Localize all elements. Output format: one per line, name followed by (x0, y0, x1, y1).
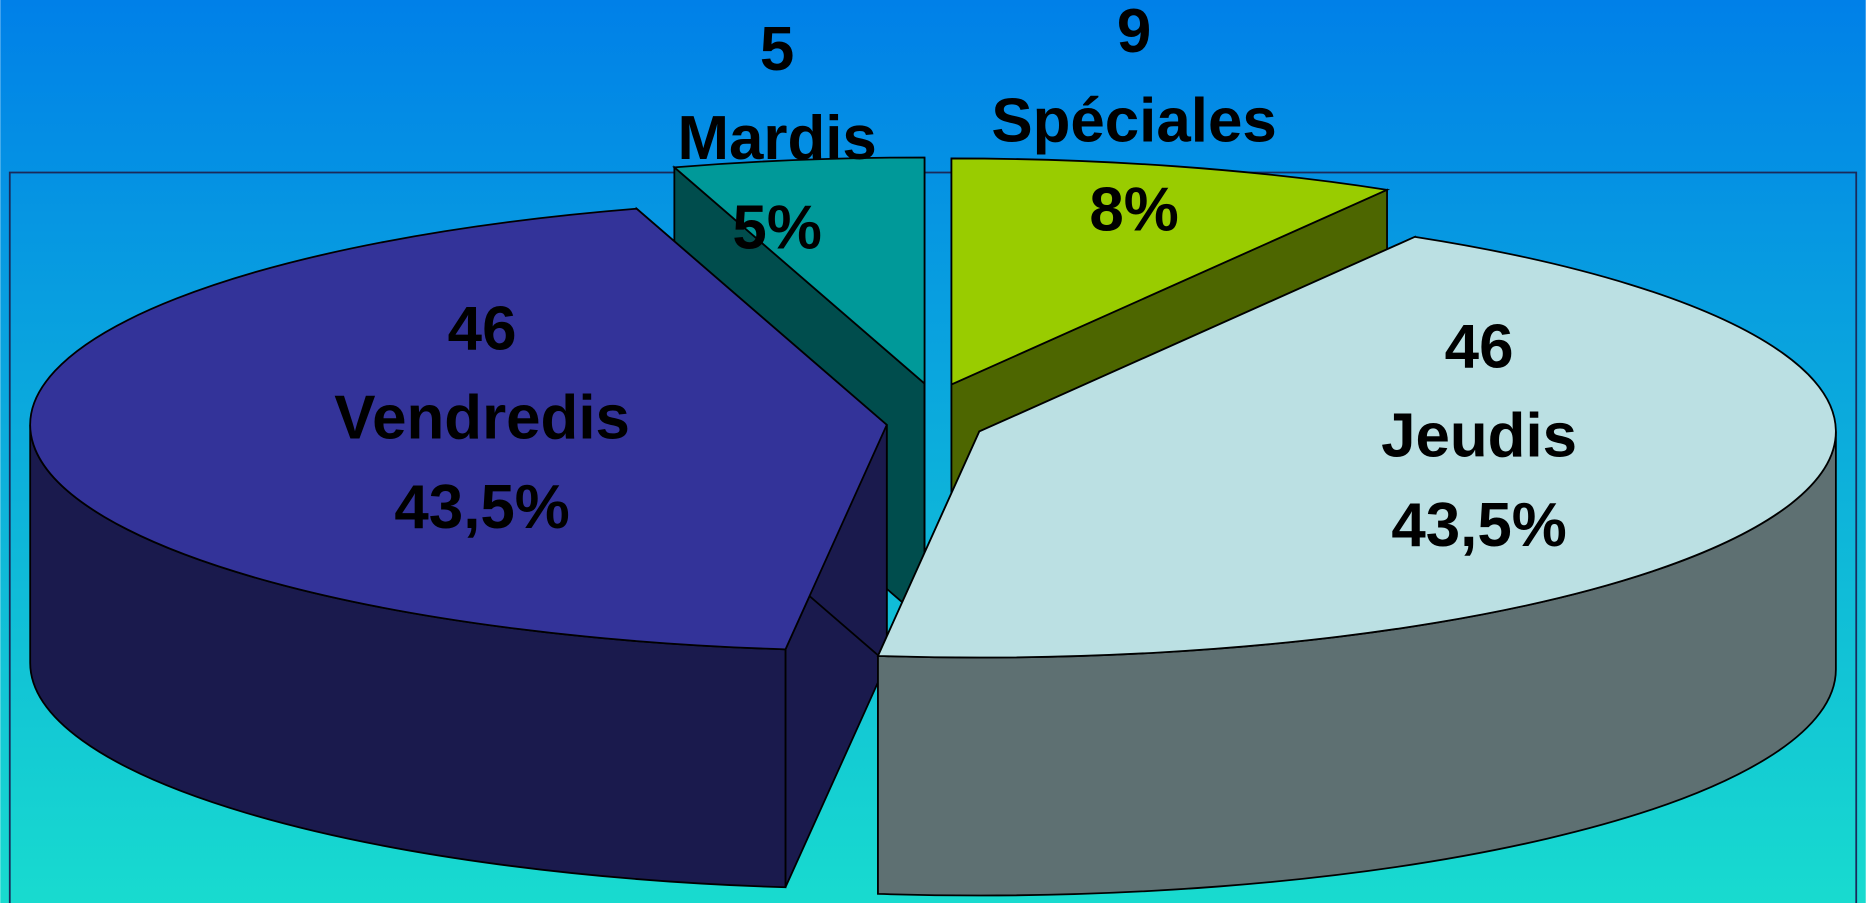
percentage-label: 43,5% (1391, 491, 1566, 560)
slice (672, 156, 926, 386)
percentage-label: 8% (1089, 175, 1178, 244)
percentage-label: 43,5% (394, 473, 569, 542)
category-label: Mardis (677, 104, 876, 173)
value-label: 46 (1445, 312, 1514, 381)
value-label: 46 (448, 294, 517, 363)
category-label: Vendredis (334, 384, 630, 453)
percentage-label: 5% (732, 193, 821, 262)
slice (29, 207, 888, 651)
category-label: Spéciales (991, 86, 1276, 155)
value-label: 9 (1117, 0, 1151, 66)
plot-area (8, 171, 1858, 903)
slice (876, 235, 1837, 659)
category-label: Jeudis (1381, 402, 1577, 471)
value-label: 5 (760, 15, 794, 84)
slice (950, 157, 1391, 386)
